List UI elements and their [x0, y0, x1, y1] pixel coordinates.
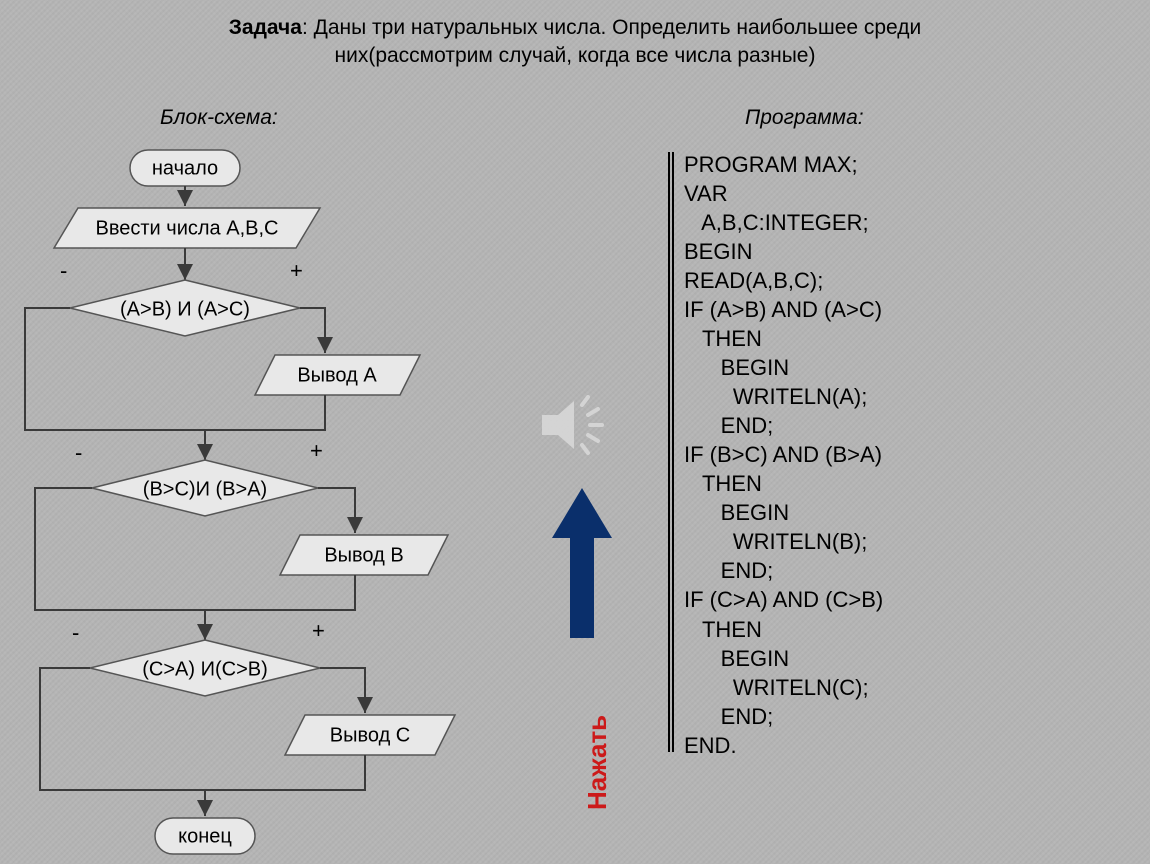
code-line-4: READ(A,B,C);	[684, 268, 823, 293]
code-line-17: BEGIN	[684, 646, 789, 671]
code-line-5: IF (A>B) AND (A>C)	[684, 297, 882, 322]
cond2-plus: +	[310, 438, 323, 463]
flowchart-section-label: Блок-схема:	[160, 106, 278, 130]
node-input-label: Ввести числа A,B,C	[96, 217, 279, 239]
code-line-9: END;	[684, 413, 773, 438]
code-line-15: IF (C>A) AND (C>B)	[684, 587, 883, 612]
vertical-separator-2	[672, 152, 674, 752]
code-line-14: END;	[684, 558, 773, 583]
press-label[interactable]: Нажать	[582, 715, 613, 810]
node-cond3-label: (C>A) И(C>B)	[142, 658, 268, 680]
code-line-19: END;	[684, 704, 773, 729]
node-out-c-label: Вывод C	[330, 724, 410, 746]
code-line-0: PROGRAM MAX;	[684, 152, 858, 177]
code-line-12: BEGIN	[684, 500, 789, 525]
node-cond1-label: (A>B) И (A>C)	[120, 298, 250, 320]
task-line2: них(рассмотрим случай, когда все числа р…	[335, 44, 816, 67]
code-line-16: THEN	[684, 617, 762, 642]
code-line-13: WRITELN(B);	[684, 529, 867, 554]
code-line-7: BEGIN	[684, 355, 789, 380]
code-line-18: WRITELN(C);	[684, 675, 869, 700]
cond3-minus: -	[72, 620, 79, 645]
node-cond2-label: (B>C)И (B>A)	[143, 478, 267, 500]
up-arrow-icon[interactable]	[552, 488, 612, 638]
program-code: PROGRAM MAX; VAR A,B,C:INTEGER; BEGIN RE…	[684, 150, 883, 760]
code-line-20: END.	[684, 733, 737, 758]
flowchart: начало Ввести числа A,B,C (A>B) И (A>C) …	[0, 140, 560, 860]
sound-icon	[530, 385, 610, 465]
code-line-6: THEN	[684, 326, 762, 351]
vertical-separator-1	[668, 152, 670, 752]
code-line-8: WRITELN(A);	[684, 384, 867, 409]
program-section-label: Программа:	[745, 106, 864, 130]
node-start-label: начало	[152, 157, 218, 179]
task-prefix: Задача	[229, 16, 302, 39]
task-line1: : Даны три натуральных числа. Определить…	[302, 16, 921, 39]
code-line-2: A,B,C:INTEGER;	[684, 210, 869, 235]
code-line-11: THEN	[684, 471, 762, 496]
cond3-plus: +	[312, 618, 325, 643]
node-out-b-label: Вывод B	[324, 544, 403, 566]
node-end-label: конец	[178, 825, 232, 847]
cond1-minus: -	[60, 258, 67, 283]
code-line-1: VAR	[684, 181, 728, 206]
cond2-minus: -	[75, 440, 82, 465]
code-line-3: BEGIN	[684, 239, 752, 264]
task-title: Задача: Даны три натуральных числа. Опре…	[0, 14, 1150, 71]
node-out-a-label: Вывод A	[297, 364, 377, 386]
code-line-10: IF (B>C) AND (B>A)	[684, 442, 882, 467]
cond1-plus: +	[290, 258, 303, 283]
